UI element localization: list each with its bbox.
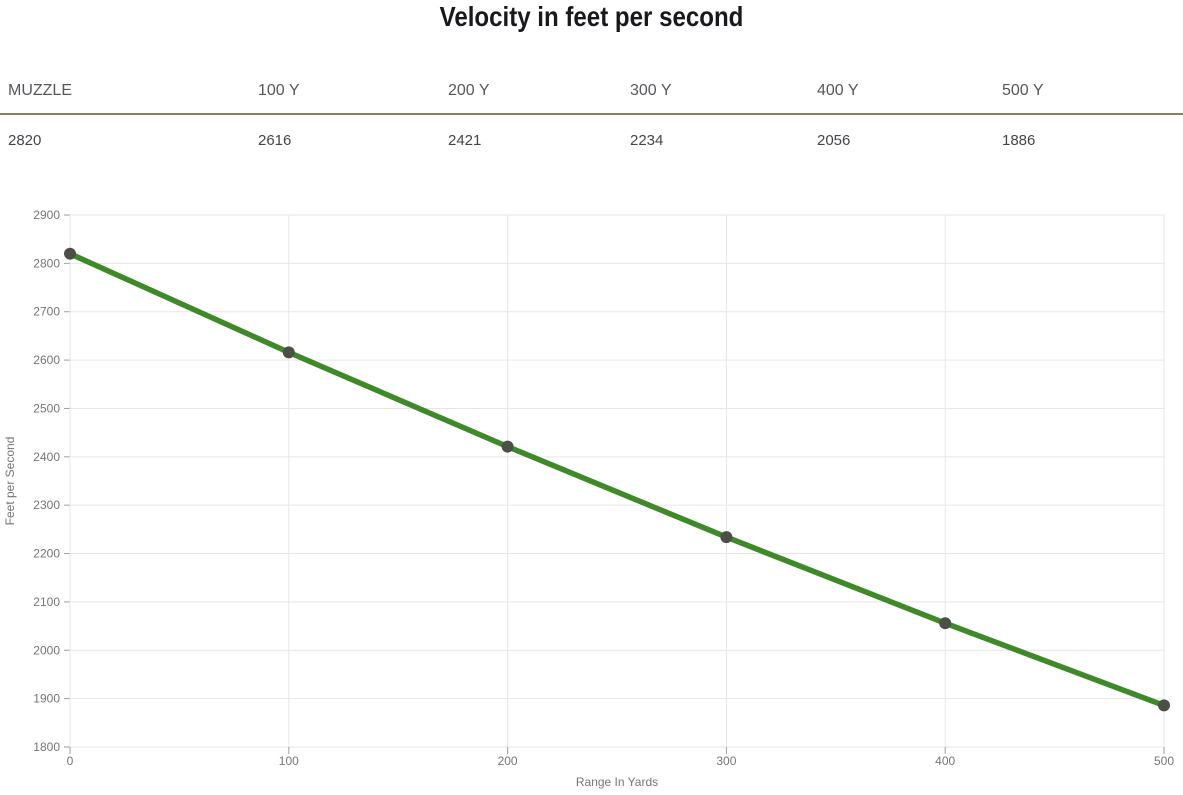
x-tick-label: 500 bbox=[1154, 754, 1174, 768]
table-header-cell: 300 Y bbox=[630, 81, 672, 99]
data-point bbox=[64, 247, 76, 260]
table-header-cell: 100 Y bbox=[258, 81, 300, 99]
x-tick-label: 200 bbox=[498, 754, 518, 768]
velocity-chart: 1800 1900 2000 2100 2200 2300 2400 2500 2600 2700… bbox=[0, 197, 1183, 795]
y-tick-label: 2500 bbox=[33, 401, 60, 415]
y-tick-label: 1900 bbox=[33, 691, 60, 705]
table-header-cell: 500 Y bbox=[1002, 81, 1044, 99]
y-axis-title: Feet per Second bbox=[3, 436, 17, 525]
page-title: Velocity in feet per second bbox=[439, 1, 744, 32]
x-tick-label: 0 bbox=[67, 754, 74, 768]
table-header-cell: 200 Y bbox=[448, 81, 490, 99]
velocity-chart-svg: 1800190020002100220023002400250026002700… bbox=[3, 208, 1174, 789]
data-point bbox=[282, 346, 295, 359]
data-point bbox=[501, 440, 514, 453]
velocity-table: MUZZLE 100 Y 200 Y 300 Y 400 Y 500 Y 2820 2616… bbox=[0, 82, 1183, 149]
table-value-cell: 2234 bbox=[630, 131, 664, 149]
table-value-cell: 2616 bbox=[258, 131, 292, 149]
y-tick-label: 2800 bbox=[33, 256, 60, 270]
y-tick-label: 2600 bbox=[33, 353, 60, 367]
y-tick-label: 2400 bbox=[33, 450, 60, 464]
table-value-cell: 2056 bbox=[817, 131, 851, 149]
y-tick-label: 2200 bbox=[33, 546, 60, 560]
table-value-row: 2820 2616 2421 2234 2056 1886 bbox=[0, 115, 1183, 149]
y-tick-label: 2100 bbox=[33, 595, 60, 609]
data-point bbox=[939, 616, 952, 629]
y-tick-label: 1800 bbox=[33, 740, 60, 754]
y-tick-label: 2700 bbox=[33, 305, 60, 319]
table-header-row: MUZZLE 100 Y 200 Y 300 Y 400 Y 500 Y bbox=[0, 82, 1183, 115]
x-tick-label: 400 bbox=[935, 754, 955, 768]
data-point bbox=[720, 530, 733, 543]
table-value-cell: 2820 bbox=[8, 131, 42, 149]
table-value-cell: 2421 bbox=[448, 131, 482, 149]
x-tick-label: 300 bbox=[716, 754, 736, 768]
table-header-cell: MUZZLE bbox=[8, 81, 72, 99]
y-tick-label: 2900 bbox=[33, 208, 60, 222]
y-tick-label: 2300 bbox=[33, 498, 60, 512]
x-tick-label: 100 bbox=[279, 754, 299, 768]
x-axis-title: Range In Yards bbox=[576, 775, 658, 789]
table-value-cell: 1886 bbox=[1002, 131, 1036, 149]
y-tick-label: 2000 bbox=[33, 643, 60, 657]
table-header-cell: 400 Y bbox=[817, 81, 859, 99]
velocity-line bbox=[67, 250, 1167, 708]
data-point bbox=[1158, 699, 1170, 712]
